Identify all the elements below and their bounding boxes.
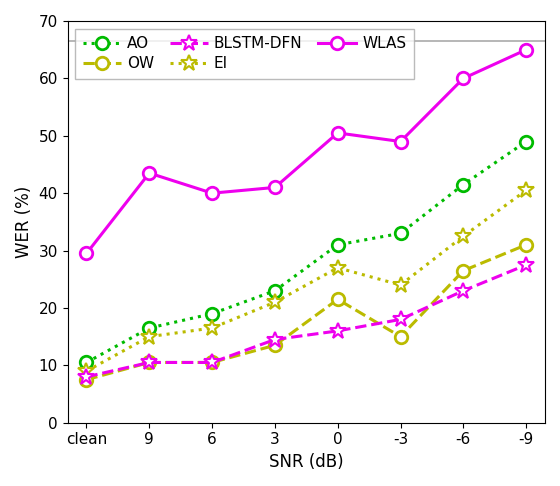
Y-axis label: WER (%): WER (%) (15, 186, 33, 258)
EI (397, 282, 404, 288)
EI (209, 325, 216, 331)
WLAS (83, 250, 90, 256)
OW (209, 360, 216, 365)
X-axis label: SNR (dB): SNR (dB) (269, 453, 344, 471)
AO (523, 139, 530, 144)
WLAS (334, 130, 341, 136)
EI (334, 265, 341, 271)
BLSTM-DFN (272, 337, 278, 343)
EI (83, 368, 90, 374)
AO (209, 311, 216, 316)
AO (460, 182, 466, 188)
Legend: AO, OW, BLSTM-DFN, EI, WLAS: AO, OW, BLSTM-DFN, EI, WLAS (75, 29, 414, 79)
WLAS (460, 75, 466, 81)
AO (334, 242, 341, 248)
OW (334, 296, 341, 302)
BLSTM-DFN (460, 288, 466, 294)
BLSTM-DFN (83, 374, 90, 380)
BLSTM-DFN (146, 360, 153, 365)
EI (460, 233, 466, 239)
OW (146, 360, 153, 365)
Line: OW: OW (80, 239, 533, 386)
BLSTM-DFN (334, 328, 341, 334)
OW (397, 334, 404, 340)
OW (272, 342, 278, 348)
OW (83, 377, 90, 382)
BLSTM-DFN (209, 360, 216, 365)
WLAS (523, 47, 530, 52)
BLSTM-DFN (523, 262, 530, 268)
AO (397, 230, 404, 236)
OW (523, 242, 530, 248)
WLAS (272, 185, 278, 191)
WLAS (209, 190, 216, 196)
AO (83, 360, 90, 365)
OW (460, 268, 466, 274)
EI (523, 188, 530, 193)
WLAS (146, 170, 153, 176)
Line: AO: AO (80, 135, 533, 369)
AO (272, 288, 278, 294)
Line: EI: EI (78, 182, 534, 380)
Line: BLSTM-DFN: BLSTM-DFN (78, 257, 534, 385)
Line: WLAS: WLAS (80, 43, 533, 260)
EI (146, 334, 153, 340)
WLAS (397, 139, 404, 144)
AO (146, 325, 153, 331)
EI (272, 299, 278, 305)
BLSTM-DFN (397, 316, 404, 322)
